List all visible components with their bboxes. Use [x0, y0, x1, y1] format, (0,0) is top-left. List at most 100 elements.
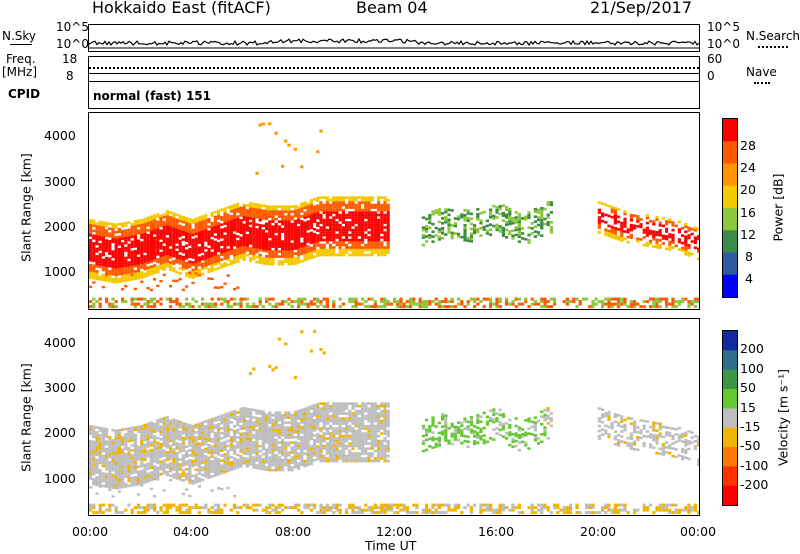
heatmap-cell — [162, 225, 166, 229]
heatmap-cell — [207, 511, 211, 515]
heatmap-cell — [217, 217, 221, 220]
heatmap-cell — [380, 422, 384, 425]
heatmap-cell — [226, 228, 230, 232]
heatmap-cell — [281, 463, 285, 467]
heatmap-cell — [111, 277, 115, 281]
heatmap-cell — [361, 409, 365, 413]
heatmap-cell — [261, 467, 265, 471]
heatmap-cell — [325, 305, 329, 309]
heatmap-cell — [188, 466, 192, 470]
heatmap-cell — [383, 208, 387, 212]
heatmap-cell — [569, 300, 573, 304]
heatmap-cell — [309, 425, 313, 428]
heatmap-cell — [335, 419, 339, 423]
heatmap-cell — [255, 466, 259, 470]
heatmap-cell — [194, 274, 198, 278]
heatmap-cell — [111, 225, 115, 229]
heatmap-cell — [351, 231, 355, 234]
heatmap-cell — [613, 211, 617, 215]
heatmap-cell — [175, 241, 179, 244]
heatmap-cell — [444, 208, 448, 211]
heatmap-cell — [297, 454, 301, 458]
heatmap-cell — [153, 256, 157, 260]
heatmap-cell — [133, 481, 137, 484]
heatmap-cell — [229, 227, 233, 231]
power-cbar-tick-12: 12 — [740, 227, 756, 242]
heatmap-cell — [188, 464, 192, 467]
heatmap-cell — [335, 213, 339, 217]
heatmap-cell — [335, 427, 339, 430]
heatmap-cell — [207, 232, 211, 236]
heatmap-cell — [249, 440, 253, 444]
heatmap-cell — [105, 430, 109, 433]
heatmap-cell — [140, 256, 144, 259]
heatmap-cell — [185, 285, 189, 288]
heatmap-cell — [185, 266, 189, 270]
heatmap-cell — [169, 467, 173, 470]
heatmap-cell — [453, 224, 457, 228]
heatmap-cell — [361, 422, 365, 425]
heatmap-cell — [149, 245, 153, 248]
heatmap-cell — [149, 431, 153, 435]
heatmap-cell — [271, 438, 275, 442]
heatmap-cell — [453, 232, 457, 235]
heatmap-cell — [300, 411, 304, 414]
heatmap-cell — [89, 251, 93, 255]
heatmap-cell — [265, 300, 269, 304]
heatmap-cell — [197, 238, 201, 242]
heatmap-cell — [159, 455, 163, 459]
heatmap-cell — [169, 305, 173, 309]
heatmap-cell — [239, 229, 243, 232]
heatmap-cell — [281, 262, 285, 266]
heatmap-cell — [188, 270, 192, 274]
heatmap-cell — [223, 247, 227, 250]
heatmap-cell — [271, 448, 275, 452]
heatmap-cell — [361, 402, 365, 405]
heatmap-cell — [220, 263, 224, 266]
heatmap-cell — [274, 438, 278, 442]
heatmap-cell — [383, 233, 387, 237]
heatmap-cell — [380, 246, 384, 249]
heatmap-cell — [498, 297, 502, 301]
heatmap-cell — [137, 264, 141, 268]
heatmap-cell — [153, 455, 157, 458]
heatmap-cell — [604, 230, 608, 234]
heatmap-cell — [351, 417, 355, 420]
heatmap-cell — [146, 465, 150, 468]
heatmap-cell — [149, 487, 153, 491]
heatmap-cell — [335, 226, 339, 229]
heatmap-cell — [645, 300, 649, 304]
heatmap-cell — [681, 249, 685, 252]
heatmap-cell — [335, 442, 339, 445]
heatmap-cell — [604, 233, 608, 237]
heatmap-cell — [194, 448, 198, 452]
heatmap-cell — [610, 208, 614, 211]
heatmap-cell — [316, 204, 320, 207]
heatmap-cell — [133, 468, 137, 472]
heatmap-cell — [338, 444, 342, 448]
heatmap-cell — [277, 260, 281, 263]
heatmap-cell — [149, 456, 153, 459]
heatmap-cell — [105, 224, 109, 227]
heatmap-cell — [377, 407, 381, 410]
heatmap-cell — [284, 230, 288, 233]
heatmap-cell — [357, 422, 361, 425]
heatmap-cell — [114, 238, 118, 242]
heatmap-cell — [338, 196, 342, 199]
heatmap-cell — [210, 422, 214, 426]
heatmap-cell — [146, 450, 150, 453]
heatmap-cell — [303, 462, 307, 465]
heatmap-cell — [268, 428, 272, 432]
heatmap-cell — [226, 251, 230, 254]
heatmap-cell — [629, 302, 633, 306]
heatmap-cell — [373, 251, 377, 254]
heatmap-cell — [370, 305, 374, 309]
heatmap-cell — [287, 453, 291, 457]
heatmap-cell — [114, 255, 118, 259]
heatmap-cell — [220, 416, 224, 420]
heatmap-cell — [146, 462, 150, 466]
heatmap-cell — [476, 208, 480, 211]
heatmap-cell — [105, 447, 109, 451]
heatmap-cell — [357, 439, 361, 443]
heatmap-cell — [300, 302, 304, 306]
